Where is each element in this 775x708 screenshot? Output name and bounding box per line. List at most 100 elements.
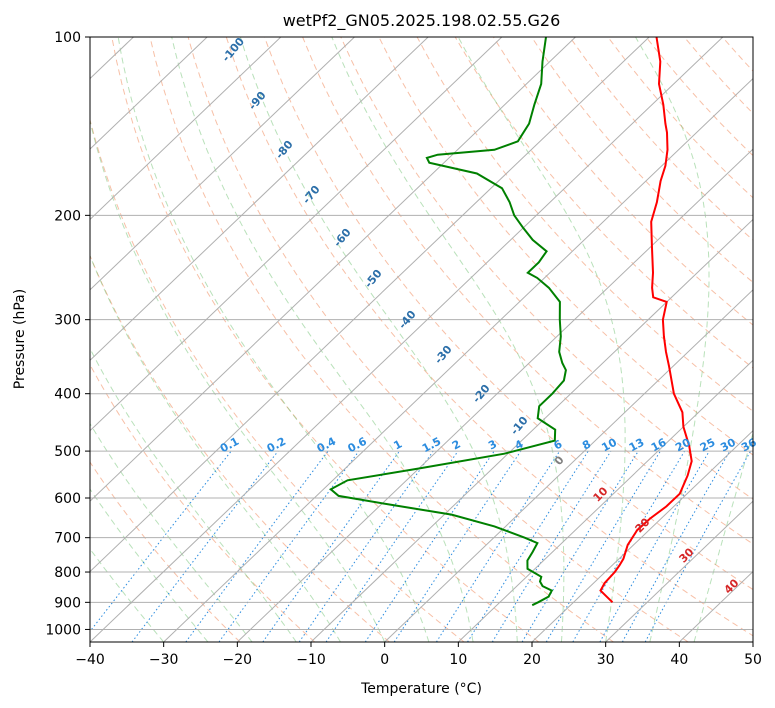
mixing-ratio-label: 3 — [486, 437, 499, 452]
mixing-ratio-label: 25 — [698, 436, 718, 455]
x-tick-label: 10 — [449, 652, 467, 668]
mixing-ratio-line — [621, 450, 731, 642]
mixing-ratio-label: 10 — [599, 436, 619, 455]
mixing-ratio-label: 30 — [718, 436, 738, 455]
isotherm-line — [90, 37, 724, 642]
temperature-profile — [599, 37, 693, 604]
dry-adiabat-line — [454, 37, 753, 369]
mixing-ratio-line — [218, 450, 360, 642]
dry-adiabat-label: 0 — [552, 453, 567, 467]
mixing-ratio-label: 36 — [739, 436, 759, 455]
isotherm-line — [605, 500, 753, 642]
isotherm-line — [678, 570, 753, 642]
moist-adiabat-label: 10 — [591, 484, 611, 504]
dry-adiabat-line — [492, 37, 753, 326]
y-tick-label: 500 — [54, 444, 81, 460]
y-tick-label: 900 — [54, 595, 81, 611]
mixing-ratio-line — [262, 450, 400, 642]
mixing-ratio-line — [131, 450, 279, 642]
x-tick-label: 50 — [744, 652, 762, 668]
moist-adiabat-line — [90, 422, 253, 642]
dry-adiabat-label: -40 — [396, 308, 419, 332]
dry-adiabat-line — [683, 37, 753, 115]
isotherm-line — [90, 37, 355, 291]
x-tick-label: −30 — [149, 652, 179, 668]
mixing-ratio-line — [185, 450, 329, 642]
chart-title: wetPf2_GN05.2025.198.02.55.G26 — [283, 11, 561, 31]
dry-adiabat-label: -80 — [273, 138, 296, 162]
x-tick-label: 40 — [670, 652, 688, 668]
dry-adiabat-line — [378, 37, 753, 456]
mixing-ratio-line — [393, 450, 522, 642]
dry-adiabat-line — [340, 37, 753, 500]
y-tick-label: 400 — [54, 387, 81, 403]
y-axis-label: Pressure (hPa) — [12, 289, 28, 389]
y-tick-label: 700 — [54, 531, 81, 547]
dry-adiabat-label: -20 — [470, 382, 493, 406]
background-lines — [90, 37, 775, 642]
mixing-ratio-label: 0.1 — [218, 435, 241, 456]
y-tick-label: 300 — [54, 313, 81, 329]
mixing-ratio-line — [435, 450, 561, 642]
mixing-ratio-line — [325, 450, 459, 642]
dewpoint-profile — [329, 37, 567, 607]
mixing-ratio-label: 16 — [649, 436, 669, 455]
moist-adiabat-line — [90, 118, 386, 642]
dry-adiabat-label: -50 — [362, 267, 385, 291]
moist-adiabat-line — [331, 37, 565, 642]
dry-adiabat-line — [721, 37, 753, 72]
dry-adiabat-line — [531, 37, 753, 284]
dry-adiabat-label: -60 — [331, 226, 354, 250]
y-tick-label: 200 — [54, 208, 81, 224]
dry-adiabat-line — [90, 461, 241, 642]
y-tick-label: 100 — [54, 30, 81, 46]
moist-adiabat-label: 40 — [722, 576, 742, 596]
mixing-ratio-line — [491, 450, 612, 642]
isotherm-line — [90, 37, 503, 432]
dry-adiabat-label: -10 — [508, 414, 531, 438]
x-tick-label: 0 — [380, 652, 389, 668]
isotherm-line — [457, 359, 753, 642]
dry-adiabat-line — [90, 117, 465, 642]
moist-adiabat-line — [117, 37, 430, 642]
mixing-ratio-line — [644, 450, 752, 642]
axis-ticks: −40 −30 −20 −10 0 10 20 30 40 5010020030040050060… — [45, 30, 762, 668]
isotherm-line — [236, 148, 753, 642]
moist-adiabat-line — [90, 488, 209, 642]
mixing-ratio-label: 13 — [627, 436, 647, 455]
mixing-ratio-label: 20 — [673, 436, 693, 455]
x-axis-label: Temperature (°C) — [360, 681, 482, 697]
x-tick-label: −40 — [75, 652, 105, 668]
moist-adiabat-line — [171, 37, 474, 642]
dry-adiabat-line — [187, 37, 689, 642]
mixing-ratio-label: 0.2 — [265, 435, 288, 456]
isotherm-line — [752, 641, 753, 642]
mixing-ratio-label: 0.6 — [346, 435, 370, 456]
isotherm-line — [90, 37, 576, 502]
dry-adiabat-line — [761, 37, 775, 642]
isotherm-line — [310, 218, 753, 642]
dry-adiabat-label: -30 — [432, 343, 455, 367]
mixing-ratio-line — [298, 450, 434, 642]
sounding-series — [329, 37, 693, 607]
moist-adiabat-line — [693, 431, 753, 642]
dry-adiabat-line — [302, 37, 753, 545]
dry-adiabat-label: -90 — [246, 89, 269, 113]
plot-frame — [89, 36, 754, 643]
mixing-ratio-label: 1.5 — [420, 435, 443, 456]
moist-adiabat-line — [90, 254, 341, 642]
y-tick-label: 1000 — [45, 622, 81, 638]
dry-adiabat-line — [569, 37, 753, 241]
moist-adiabat-line — [90, 347, 297, 642]
y-tick-label: 800 — [54, 565, 81, 581]
mixing-ratio-line — [467, 450, 589, 642]
dry-adiabat-line — [90, 254, 390, 642]
mixing-ratio-label: 6 — [552, 437, 565, 452]
isotherm-line — [90, 37, 650, 573]
mixing-ratio-label: 1 — [391, 437, 404, 452]
x-tick-label: 20 — [523, 652, 541, 668]
x-tick-label: −10 — [296, 652, 326, 668]
grid-lines — [90, 37, 753, 642]
mixing-ratio-line — [599, 450, 710, 642]
